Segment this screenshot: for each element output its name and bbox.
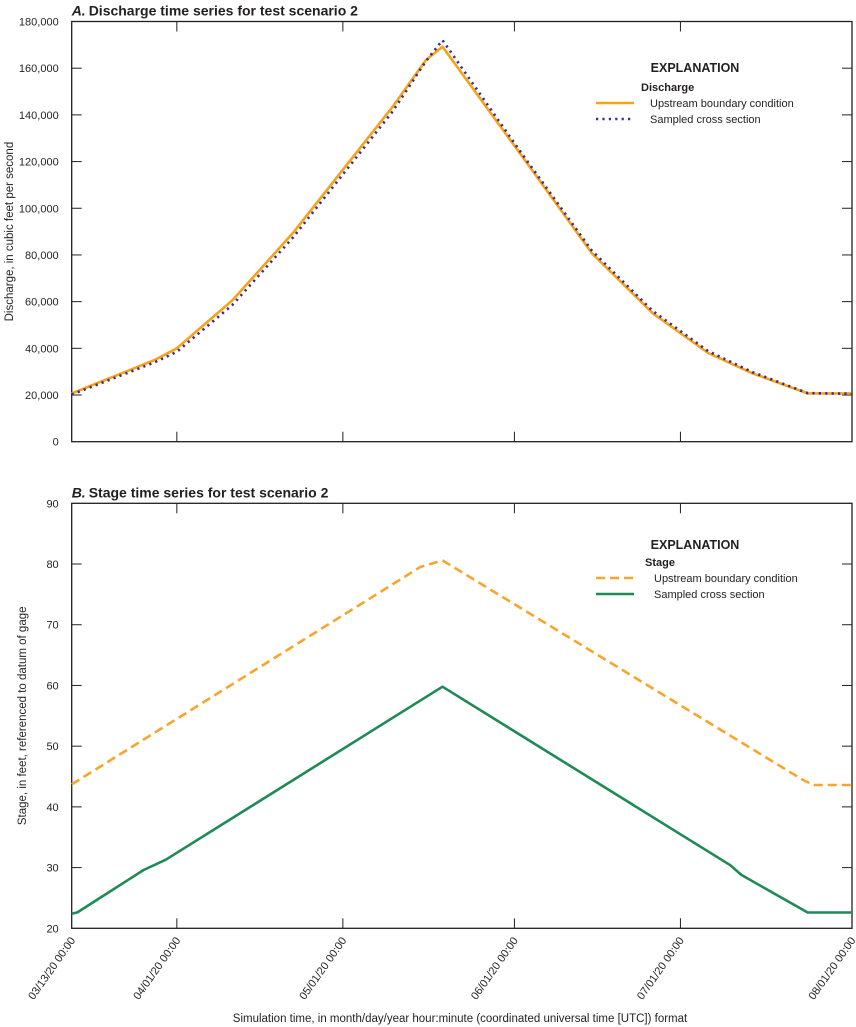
- y-tick-label: 20,000: [25, 390, 59, 402]
- y-tick-label: 80: [46, 559, 58, 571]
- y-tick-label: 80,000: [25, 250, 59, 262]
- y-tick-label: 60,000: [25, 297, 59, 309]
- y-tick-label: 40: [46, 802, 58, 814]
- chart-title: B. Stage time series for test scenario 2: [72, 484, 329, 500]
- series-line-sampled-cross-section: [71, 38, 853, 396]
- x-tick-label: 06/01/20 00:00: [469, 935, 521, 1002]
- legend-subheading: Discharge: [641, 82, 694, 94]
- legend-entry: Upstream boundary condition: [650, 98, 794, 110]
- plot-frame: [71, 20, 853, 443]
- y-tick-label: 30: [46, 863, 58, 875]
- y-tick-label: 0: [53, 437, 59, 449]
- panel-a: A. Discharge time series for test scenari…: [4, 3, 853, 449]
- x-tick-label: 05/01/20 00:00: [297, 935, 349, 1002]
- x-axis-label: Simulation time, in month/day/year hour:…: [233, 1013, 688, 1025]
- y-tick-label: 90: [46, 498, 58, 510]
- legend-subheading: Stage: [645, 557, 675, 569]
- chart-title: A. Discharge time series for test scenari…: [71, 3, 358, 19]
- title-text: Discharge time series for test scenario …: [89, 3, 358, 19]
- y-tick-label: 160,000: [19, 63, 59, 75]
- x-tick-label: 03/13/20 00:00: [26, 935, 78, 1002]
- x-tick-label: 08/01/20 00:00: [807, 935, 856, 1002]
- panel-b: B. Stage time series for test scenario 2 2…: [17, 484, 856, 1025]
- legend: EXPLANATION Stage Upstream boundary condit…: [596, 538, 798, 601]
- legend-entry: Sampled cross section: [650, 114, 761, 126]
- series-line-upstream-boundary-condition: [71, 559, 852, 787]
- legend-heading: EXPLANATION: [651, 538, 740, 552]
- panel-label: A.: [71, 3, 86, 19]
- title-text: Stage time series for test scenario 2: [89, 484, 329, 500]
- y-axis-label: Discharge, in cubic feet per second: [4, 142, 16, 322]
- legend-entry: Sampled cross section: [654, 589, 765, 601]
- plot-frame: [71, 502, 853, 929]
- series-line-sampled-cross-section: [71, 685, 852, 915]
- legend-heading: EXPLANATION: [651, 61, 740, 75]
- y-tick-label: 50: [46, 741, 58, 753]
- panel-label: B.: [72, 484, 86, 500]
- y-tick-label: 140,000: [19, 110, 59, 122]
- y-tick-label: 120,000: [19, 157, 59, 169]
- series-line-upstream-boundary-condition: [71, 45, 852, 395]
- y-tick-label: 60: [46, 680, 58, 692]
- y-tick-label: 180,000: [19, 17, 59, 29]
- y-axis-label: Stage, in feet, referenced to datum of g…: [17, 606, 29, 825]
- legend-entry: Upstream boundary condition: [654, 573, 798, 585]
- y-tick-label: 40,000: [25, 343, 59, 355]
- y-tick-label: 100,000: [19, 203, 59, 215]
- y-tick-label: 20: [46, 923, 58, 935]
- legend: EXPLANATION Discharge Upstream boundary co…: [596, 61, 794, 126]
- x-tick-label: 07/01/20 00:00: [635, 935, 687, 1002]
- x-tick-label: 04/01/20 00:00: [131, 935, 183, 1002]
- y-tick-label: 70: [46, 620, 58, 632]
